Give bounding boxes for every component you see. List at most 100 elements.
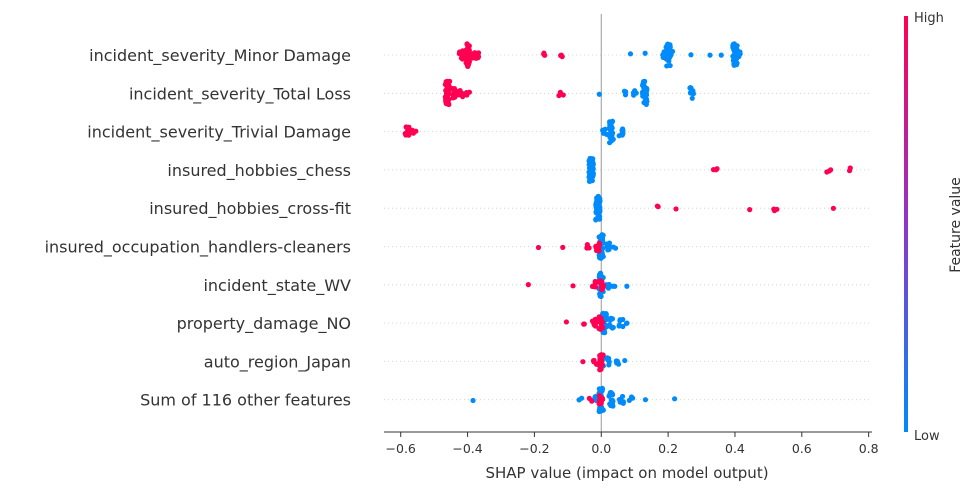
- x-tick-label: −0.6: [386, 441, 416, 456]
- shap-point: [595, 212, 602, 218]
- shap-point: [616, 133, 622, 139]
- x-tick-label: 0.2: [658, 441, 678, 456]
- shap-point: [600, 352, 606, 358]
- shap-point: [581, 321, 587, 327]
- shap-point: [643, 99, 649, 105]
- shap-point: [596, 386, 602, 392]
- shap-point: [570, 283, 576, 289]
- shap-point: [560, 92, 566, 98]
- shap-point: [402, 130, 408, 137]
- shap-point: [604, 243, 610, 250]
- shap-point: [458, 55, 464, 61]
- shap-point: [671, 396, 678, 402]
- shap-point: [466, 89, 473, 95]
- shap-point: [714, 166, 720, 172]
- colorbar-high-label: High: [914, 11, 944, 26]
- shap-point: [774, 206, 780, 212]
- shap-point: [587, 155, 593, 162]
- shap-point: [606, 322, 613, 328]
- shap-point: [616, 396, 623, 403]
- shap-point: [689, 95, 695, 101]
- shap-point: [541, 50, 547, 56]
- shap-point: [605, 355, 611, 361]
- shap-point: [475, 50, 482, 56]
- shap-point: [687, 90, 694, 96]
- shap-point: [460, 94, 466, 100]
- shap-point: [673, 206, 679, 212]
- shap-point: [606, 362, 612, 368]
- shap-point: [608, 123, 614, 129]
- shap-point: [451, 85, 458, 92]
- shap-point: [589, 398, 595, 404]
- x-axis-title: SHAP value (impact on model output): [485, 464, 768, 482]
- colorbar: High Low Feature value: [904, 11, 964, 444]
- colorbar-title: Feature value: [948, 177, 964, 273]
- shap-point: [558, 52, 564, 59]
- shap-point: [597, 199, 603, 205]
- shap-point: [640, 79, 647, 85]
- shap-point: [642, 397, 649, 403]
- shap-point: [830, 205, 837, 211]
- feature-label: incident_severity_Trivial Damage: [87, 123, 351, 143]
- shap-point: [620, 400, 626, 406]
- shap-point: [593, 284, 599, 290]
- shap-point: [624, 283, 630, 289]
- shap-point: [596, 91, 602, 97]
- colorbar-gradient: [904, 16, 908, 432]
- shap-point: [597, 365, 603, 371]
- shap-point: [592, 278, 598, 285]
- shap-point: [730, 42, 736, 49]
- shap-point: [627, 51, 634, 57]
- shap-point: [596, 314, 602, 321]
- shap-point: [609, 402, 616, 408]
- shap-point: [613, 358, 619, 364]
- shap-point: [470, 397, 476, 404]
- shap-point: [579, 395, 585, 401]
- shap-point: [600, 284, 606, 290]
- shap-point: [596, 393, 602, 399]
- shap-point: [403, 124, 410, 130]
- shap-point: [475, 55, 481, 61]
- x-tick-label: −0.2: [519, 441, 549, 456]
- feature-label: insured_hobbies_cross-fit: [149, 199, 351, 219]
- shap-point: [624, 320, 630, 326]
- shap-point: [642, 50, 648, 56]
- shap-point: [610, 244, 617, 250]
- shap-point: [525, 282, 531, 288]
- shap-point: [596, 400, 602, 406]
- shap-point: [626, 397, 632, 403]
- colorbar-low-label: Low: [914, 429, 940, 444]
- shap-point: [737, 49, 743, 55]
- shap-point: [826, 168, 832, 174]
- shap-point: [600, 407, 606, 413]
- feature-labels: incident_severity_Minor Damage incident_s…: [45, 46, 351, 410]
- shap-point: [664, 63, 670, 69]
- shap-point: [596, 255, 603, 261]
- shap-point: [563, 319, 570, 325]
- shap-point: [593, 319, 600, 325]
- shap-point: [580, 359, 586, 365]
- shap-point: [608, 138, 615, 144]
- shap-point: [593, 217, 599, 223]
- x-tick-label: −0.4: [452, 441, 482, 456]
- shap-point: [596, 240, 602, 246]
- shap-point: [594, 195, 600, 201]
- shap-point: [630, 90, 637, 96]
- shap-point: [603, 311, 609, 317]
- shap-point: [747, 207, 753, 213]
- shap-point: [661, 50, 667, 56]
- shap-point: [665, 41, 671, 47]
- feature-label: insured_hobbies_chess: [167, 161, 351, 181]
- shap-point: [599, 232, 605, 238]
- x-tick-label: 0.6: [792, 441, 812, 456]
- shap-point: [590, 161, 596, 168]
- shap-point: [607, 389, 614, 396]
- shap-point: [617, 317, 623, 323]
- shap-point: [535, 244, 542, 251]
- shap-point: [593, 244, 599, 250]
- shap-point: [597, 325, 604, 331]
- shap-point: [731, 61, 737, 67]
- shap-point: [597, 355, 603, 362]
- shap-point: [612, 283, 618, 289]
